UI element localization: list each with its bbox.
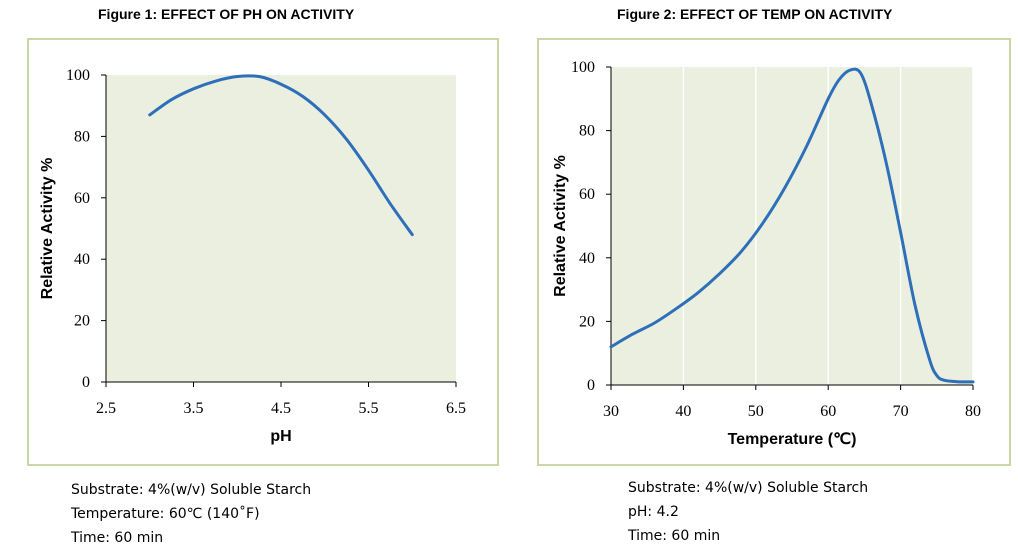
- ph-x-tick-label: 6.5: [446, 400, 466, 417]
- figure2-caption-ph: pH: 4.2: [628, 504, 679, 520]
- ph-x-axis-label: pH: [270, 428, 291, 445]
- ph-y-tick-label: 60: [74, 190, 90, 207]
- ph-x-tick-label: 3.5: [184, 400, 204, 417]
- ph-chart: 0 20 40 60 80 100 2.5 3.5 4.5 5.5 6.5 pH Relative Ac…: [39, 67, 466, 445]
- temp-y-tick-label: 40: [579, 250, 595, 267]
- figure1-caption-temperature: Temperature: 60℃ (140˚F): [71, 506, 260, 522]
- temp-chart: 0 20 40 60 80 100 30 40 50 60 70 80 Temperature (℃) R…: [552, 59, 981, 448]
- temp-y-tick-label: 100: [571, 59, 595, 76]
- temp-x-tick-label: 70: [893, 403, 909, 420]
- ph-y-tick-label: 0: [82, 374, 90, 391]
- temp-series-line: [609, 67, 975, 384]
- figure2-caption: Substrate: 4%(w/v) Soluble Starch pH: 4.…: [628, 476, 868, 548]
- temp-y-tick-label: 20: [579, 313, 595, 330]
- ph-y-tick-label: 40: [74, 251, 90, 268]
- ph-plot-area: [106, 75, 456, 382]
- temp-x-axis-label: Temperature (℃): [728, 431, 857, 448]
- ph-y-axis-label: Relative Activity %: [39, 158, 56, 300]
- figure1-caption: Substrate: 4%(w/v) Soluble Starch Temper…: [71, 478, 311, 550]
- temp-y-tick-label: 60: [579, 186, 595, 203]
- figure1-title: Figure 1: EFFECT OF PH ON ACTIVITY: [98, 6, 355, 22]
- temp-x-tick-label: 30: [603, 403, 619, 420]
- ph-y-tick-label: 80: [74, 128, 90, 145]
- figure2-caption-substrate: Substrate: 4%(w/v) Soluble Starch: [628, 480, 869, 496]
- temp-y-axis-label: Relative Activity %: [552, 155, 569, 297]
- ph-y-tick-label: 20: [74, 313, 90, 330]
- figure1-caption-substrate: Substrate: 4%(w/v) Soluble Starch: [71, 482, 312, 498]
- temp-x-tick-label: 40: [675, 403, 691, 420]
- ph-x-tick-label: 5.5: [359, 400, 379, 417]
- figure2-title: Figure 2: EFFECT OF TEMP ON ACTIVITY: [617, 6, 893, 22]
- ph-y-tick-label: 100: [66, 67, 90, 84]
- temp-x-tick-label: 60: [820, 403, 836, 420]
- temp-x-tick-label: 80: [965, 403, 981, 420]
- temp-x-tick-label: 50: [748, 403, 764, 420]
- figure2-caption-time: Time: 60 min: [628, 528, 721, 544]
- ph-x-tick-label: 4.5: [271, 400, 291, 417]
- temp-y-tick-label: 80: [579, 123, 595, 140]
- figure1-caption-time: Time: 60 min: [71, 530, 164, 546]
- ph-series-line: [148, 74, 414, 237]
- ph-x-tick-label: 2.5: [96, 400, 116, 417]
- temp-y-tick-label: 0: [587, 377, 595, 394]
- temp-plot-area: [611, 67, 973, 385]
